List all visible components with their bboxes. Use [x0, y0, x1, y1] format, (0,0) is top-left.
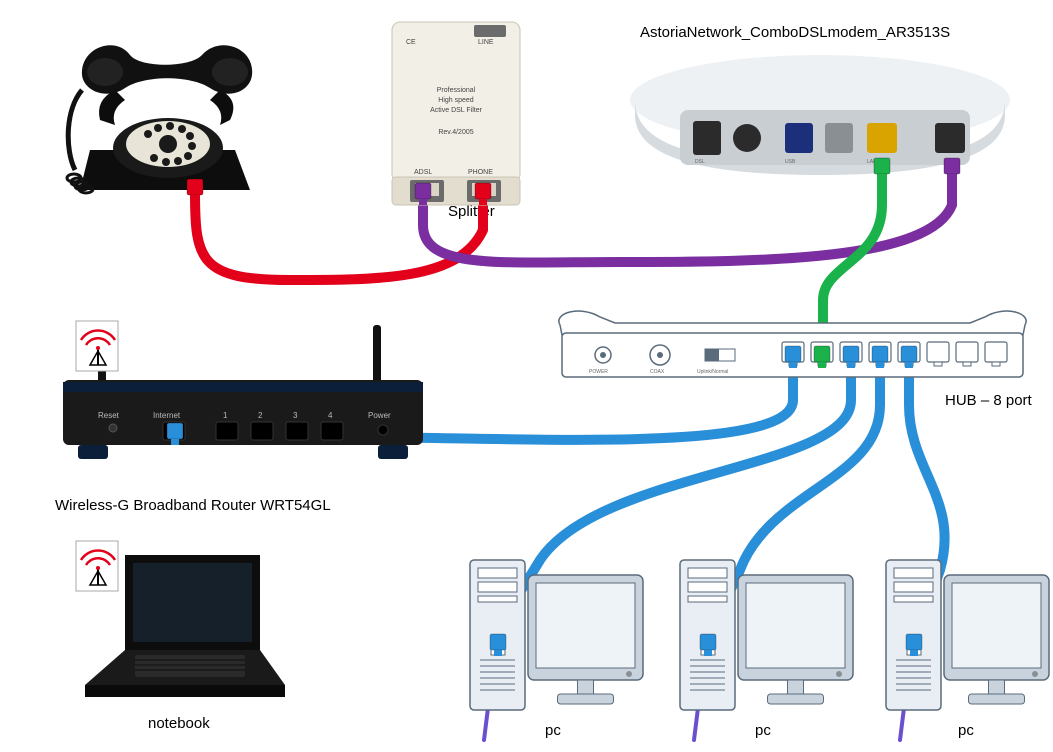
- hub-power-text: POWER: [589, 369, 608, 375]
- modem-device: DSL USB LAN: [630, 55, 1010, 175]
- splitter-l3: Active DSL Filter: [430, 107, 483, 114]
- splitter-l2: High speed: [438, 97, 474, 104]
- rj45-plug: [187, 179, 203, 201]
- diagram-stage: LINE CE Professional High speed Active D…: [0, 0, 1053, 752]
- router-reset-text: Reset: [98, 411, 120, 420]
- router-p1: 1: [223, 411, 228, 420]
- cable-phone-to-splitter: [195, 193, 483, 280]
- wifi-notebook-icon: [76, 541, 118, 591]
- splitter-rev: Rev.4/2005: [438, 129, 473, 136]
- router-power-text: Power: [368, 411, 391, 420]
- pcs-layer: [470, 560, 1049, 710]
- rj45-plug: [874, 158, 890, 180]
- hub-coax-text: COAX: [650, 369, 665, 375]
- router-p2: 2: [258, 411, 263, 420]
- hub-uplink-text: Uplink/Normal: [697, 369, 728, 375]
- splitter-ce-text: CE: [406, 39, 416, 46]
- splitter-adsl-text: ADSL: [414, 169, 432, 176]
- rj45-plug: [944, 158, 960, 180]
- splitter-device: LINE CE Professional High speed Active D…: [392, 22, 520, 205]
- splitter-l1: Professional: [437, 87, 476, 94]
- phone-device: [67, 45, 252, 193]
- router-p4: 4: [328, 411, 333, 420]
- router-internet-text: Internet: [153, 411, 181, 420]
- splitter-phone-text: PHONE: [468, 169, 493, 176]
- splitter-line-text: LINE: [478, 39, 494, 46]
- wifi-router-icon: [76, 321, 118, 371]
- router-p3: 3: [293, 411, 298, 420]
- svg-text:USB: USB: [785, 159, 796, 165]
- svg-text:DSL: DSL: [695, 159, 705, 165]
